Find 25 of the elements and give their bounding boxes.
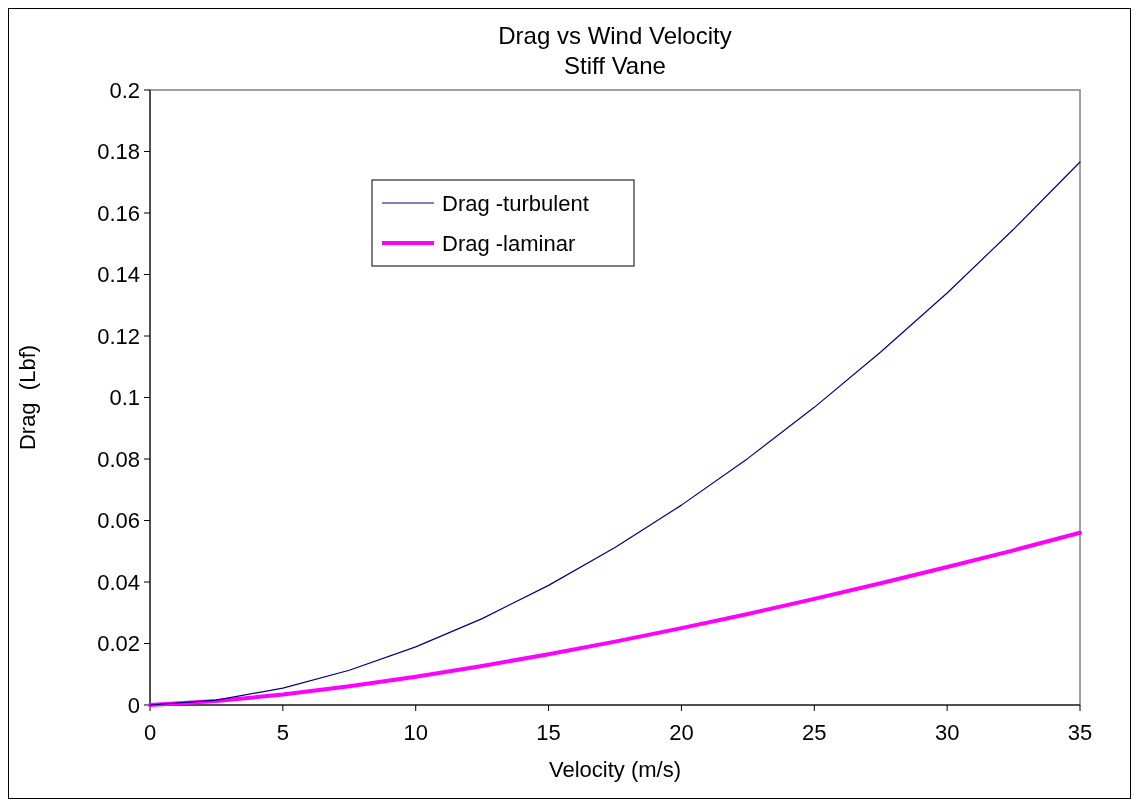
chart-subtitle: Stiff Vane [564,52,666,79]
x-tick-label: 10 [403,720,428,745]
x-tick-label: 5 [276,720,289,745]
x-tick-label: 20 [669,720,694,745]
x-tick-label: 30 [934,720,960,745]
x-axis-title: Velocity (m/s) [548,757,682,782]
x-tick-label: 25 [802,720,827,745]
y-tick-label: 0 [127,692,140,718]
x-tick-label: 15 [536,720,561,745]
y-tick-label: 0.02 [97,631,140,657]
y-tick-label: 0.18 [97,139,140,165]
y-axis-title: Drag (Lbf) [15,344,40,451]
legend-label: Drag -turbulent [442,190,589,216]
y-tick-label: 0.2 [109,77,140,103]
y-tick-label: 0.1 [109,385,140,411]
y-tick-label: 0.16 [97,200,140,226]
y-tick-label: 0.14 [97,262,140,288]
chart-title: Drag vs Wind Velocity [498,22,732,49]
x-tick-label: 0 [143,720,157,745]
legend-label: Drag -laminar [442,230,576,256]
x-tick-label: 35 [1067,720,1093,745]
y-tick-label: 0.04 [97,569,140,595]
y-tick-label: 0.06 [97,508,140,534]
y-tick-label: 0.08 [97,446,140,472]
y-tick-label: 0.12 [97,323,140,349]
